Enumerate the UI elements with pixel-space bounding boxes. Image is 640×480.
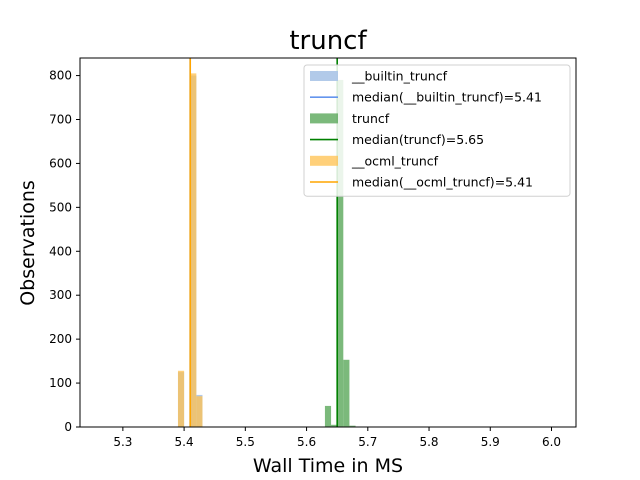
histogram-bar xyxy=(177,370,185,427)
y-tick-label: 200 xyxy=(49,332,72,346)
x-tick-label: 5.4 xyxy=(175,435,194,449)
legend-patch xyxy=(310,113,338,124)
x-tick-label: 5.7 xyxy=(358,435,377,449)
histogram-bar xyxy=(343,359,350,427)
y-tick-label: 0 xyxy=(64,420,72,434)
x-tick-label: 5.8 xyxy=(419,435,438,449)
legend-box xyxy=(303,64,571,197)
histogram-bar xyxy=(190,73,197,427)
legend-patch xyxy=(310,155,338,166)
histogram-bars xyxy=(177,73,356,428)
y-tick-label: 400 xyxy=(49,244,72,258)
y-tick-label: 700 xyxy=(49,113,72,127)
legend-label: __builtin_truncf xyxy=(351,69,448,84)
legend-label: median(__ocml_truncf)=5.41 xyxy=(352,175,533,190)
y-tick-label: 800 xyxy=(49,69,72,83)
x-tick-label: 5.9 xyxy=(481,435,500,449)
histogram-bar xyxy=(324,405,332,427)
y-tick-label: 300 xyxy=(49,288,72,302)
legend-patch xyxy=(310,71,338,81)
y-tick-label: 500 xyxy=(49,200,72,214)
x-axis-ticks: 5.3 5.4 5.5 5.6 5.7 5.8 5.9 6.0 xyxy=(113,427,561,449)
x-tick-label: 5.6 xyxy=(297,435,316,449)
chart-title: truncf xyxy=(289,26,367,56)
histogram-bar xyxy=(337,79,344,427)
y-axis-ticks: 0 100 200 300 400 500 600 700 800 xyxy=(49,69,80,434)
histogram-bar xyxy=(196,396,203,427)
x-axis-label: Wall Time in MS xyxy=(253,455,403,477)
histogram-bar xyxy=(331,424,338,427)
x-tick-label: 6.0 xyxy=(542,435,561,449)
legend: __builtin_truncf median(__builtin_truncf)… xyxy=(303,64,571,197)
legend-label: truncf xyxy=(352,111,390,126)
legend-label: __ocml_truncf xyxy=(351,153,439,168)
x-tick-label: 5.3 xyxy=(113,435,132,449)
legend-label: median(__builtin_truncf)=5.41 xyxy=(352,90,542,105)
y-tick-label: 600 xyxy=(49,156,72,170)
y-axis-label: Observations xyxy=(17,180,39,306)
plot-frame xyxy=(79,57,577,428)
legend-label: median(truncf)=5.65 xyxy=(352,132,484,147)
y-tick-label: 100 xyxy=(49,376,72,390)
histogram-bar xyxy=(349,425,356,427)
x-tick-label: 5.5 xyxy=(236,435,255,449)
